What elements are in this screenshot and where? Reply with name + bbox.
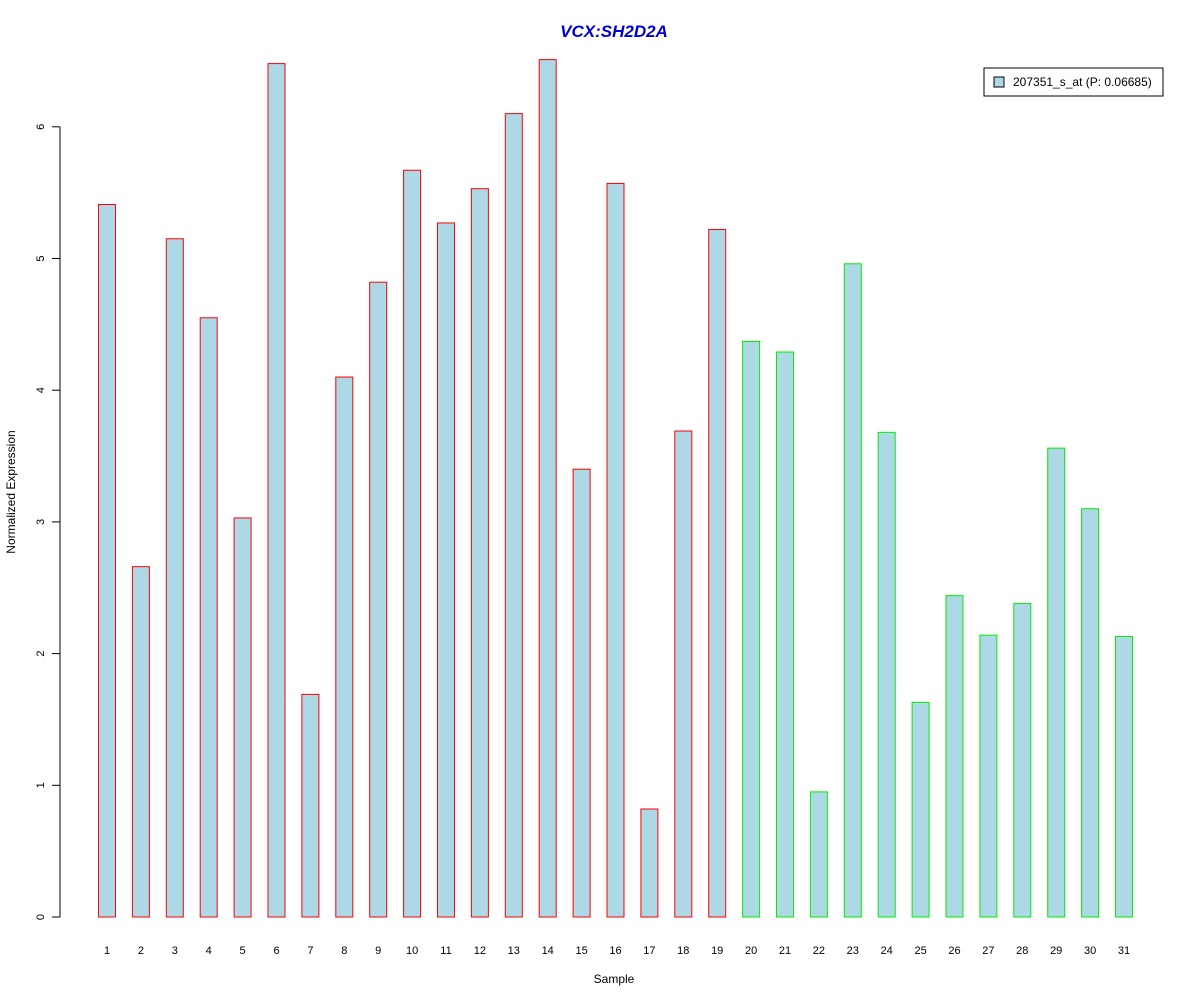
bar-sample-23 bbox=[843, 263, 862, 918]
bar-sample-13 bbox=[504, 113, 523, 918]
y-tick-label: 3 bbox=[35, 519, 47, 525]
x-tick-label: 9 bbox=[375, 945, 381, 957]
bar-sample-29 bbox=[1047, 447, 1066, 918]
bar-sample-7 bbox=[301, 693, 320, 918]
legend-swatch bbox=[993, 76, 1005, 88]
y-tick-label: 2 bbox=[35, 651, 47, 657]
x-tick-label: 30 bbox=[1084, 945, 1096, 957]
x-tick-label: 14 bbox=[542, 945, 554, 957]
x-tick-label: 11 bbox=[440, 945, 451, 957]
y-tick-label: 1 bbox=[35, 782, 47, 788]
x-tick-label: 3 bbox=[172, 945, 178, 957]
bar-sample-18 bbox=[674, 430, 693, 918]
bar-sample-8 bbox=[335, 376, 354, 918]
bar-sample-31 bbox=[1115, 635, 1133, 918]
x-tick-label: 13 bbox=[508, 945, 520, 957]
x-tick-label: 5 bbox=[240, 945, 246, 957]
x-tick-label: 17 bbox=[643, 945, 655, 957]
x-tick-label: 26 bbox=[948, 945, 960, 957]
x-tick-label: 8 bbox=[341, 945, 347, 957]
bar-sample-24 bbox=[877, 431, 896, 918]
bar-sample-12 bbox=[470, 188, 489, 918]
bar-sample-22 bbox=[809, 791, 828, 918]
x-tick-label: 20 bbox=[745, 945, 757, 957]
x-tick-label: 4 bbox=[206, 945, 212, 957]
y-tick-label: 6 bbox=[35, 124, 47, 130]
bar-sample-6 bbox=[267, 63, 286, 918]
bar-sample-10 bbox=[403, 169, 422, 918]
x-tick-label: 7 bbox=[307, 945, 313, 957]
bar-sample-27 bbox=[979, 634, 998, 918]
legend: 207351_s_at (P: 0.06685) bbox=[983, 67, 1164, 97]
bar-sample-4 bbox=[199, 317, 218, 918]
bar-sample-9 bbox=[369, 281, 388, 918]
x-tick-label: 27 bbox=[982, 945, 994, 957]
x-tick-label: 2 bbox=[138, 945, 144, 957]
x-tick-label: 22 bbox=[813, 945, 825, 957]
x-tick-label: 19 bbox=[711, 945, 723, 957]
y-axis: 0 1 2 3 4 5 6 bbox=[35, 124, 60, 920]
legend-box bbox=[983, 67, 1164, 97]
bar-sample-3 bbox=[165, 238, 184, 918]
x-tick-labels: 1 2 3 4 5 6 7 8 9 10 11 12 13 14 15 16 17 18 19 20 21 22 23 24 2… bbox=[104, 945, 1130, 957]
x-tick-label: 25 bbox=[914, 945, 926, 957]
x-tick-label: 21 bbox=[779, 945, 791, 957]
x-tick-label: 28 bbox=[1016, 945, 1028, 957]
x-tick-label: 31 bbox=[1118, 945, 1130, 957]
bar-sample-15 bbox=[572, 468, 591, 918]
x-tick-label: 10 bbox=[406, 945, 418, 957]
y-axis-label: Normalized Expression bbox=[4, 430, 18, 553]
bar-sample-25 bbox=[911, 701, 930, 918]
bar-sample-1 bbox=[98, 204, 116, 918]
bar-sample-26 bbox=[945, 595, 964, 918]
chart-title: VCX:SH2D2A bbox=[560, 22, 668, 41]
bar-sample-14 bbox=[538, 59, 557, 918]
bar-sample-30 bbox=[1081, 508, 1100, 918]
bar-sample-17 bbox=[640, 808, 659, 918]
x-tick-label: 15 bbox=[575, 945, 587, 957]
bars bbox=[98, 59, 1133, 918]
x-tick-label: 16 bbox=[609, 945, 621, 957]
x-tick-label: 29 bbox=[1050, 945, 1062, 957]
x-tick-label: 24 bbox=[881, 945, 893, 957]
bar-sample-21 bbox=[776, 351, 794, 918]
y-tick-label: 5 bbox=[35, 255, 47, 261]
bar-sample-5 bbox=[233, 517, 252, 918]
legend-label: 207351_s_at (P: 0.06685) bbox=[1013, 75, 1152, 89]
bar-sample-2 bbox=[131, 566, 150, 918]
x-tick-label: 12 bbox=[474, 945, 486, 957]
bar-sample-11 bbox=[437, 222, 455, 918]
x-tick-label: 6 bbox=[273, 945, 279, 957]
x-axis-label: Sample bbox=[594, 972, 635, 986]
x-tick-label: 1 bbox=[104, 945, 110, 957]
bar-sample-28 bbox=[1013, 603, 1032, 918]
y-tick-label: 0 bbox=[35, 914, 47, 920]
y-tick-label: 4 bbox=[35, 387, 47, 393]
bar-sample-16 bbox=[606, 182, 625, 918]
bar-sample-19 bbox=[708, 229, 727, 918]
x-tick-label: 18 bbox=[677, 945, 689, 957]
x-tick-label: 23 bbox=[847, 945, 859, 957]
bar-sample-20 bbox=[742, 340, 761, 918]
